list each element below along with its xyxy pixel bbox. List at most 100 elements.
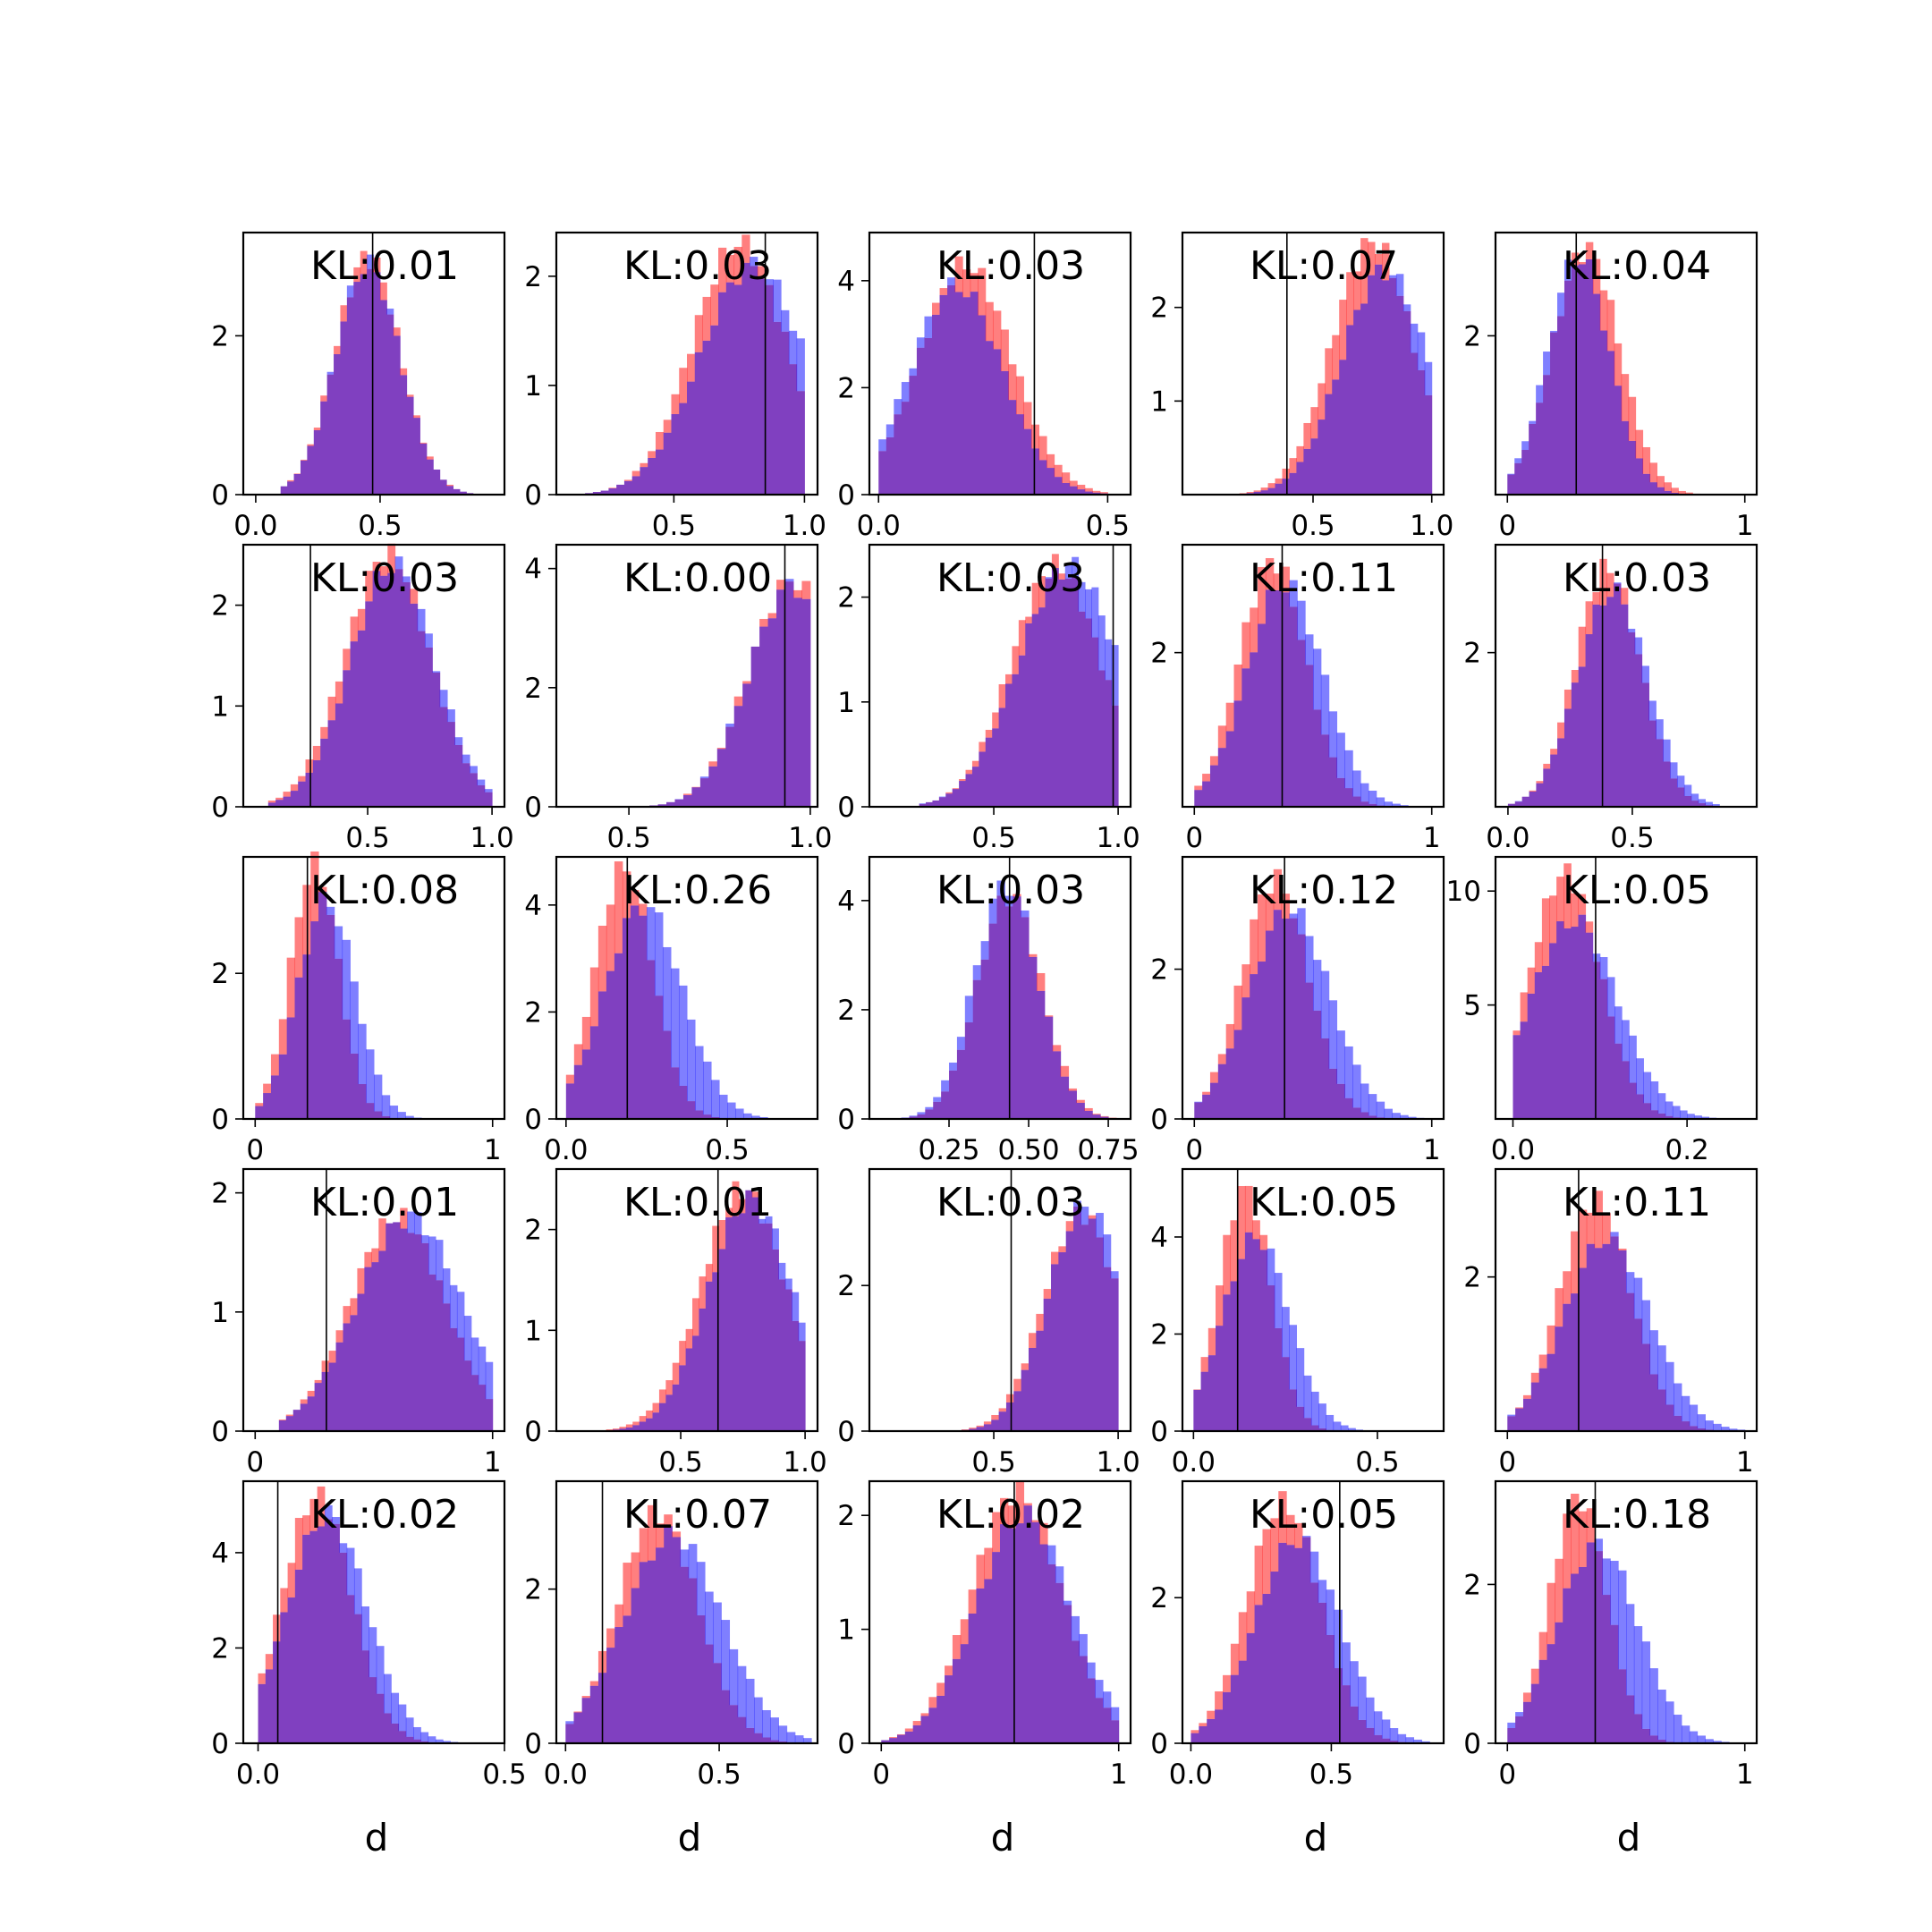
overlap-bar <box>459 491 467 495</box>
overlap-bar <box>1546 1353 1555 1431</box>
overlap-bar <box>998 1411 1007 1431</box>
blue-bar <box>334 926 343 959</box>
blue-bar <box>1633 1626 1643 1715</box>
blue-bar <box>565 1721 574 1724</box>
subplot-2-1: 0.5 1.0 0 1 2 KL:0.03 <box>211 543 514 854</box>
red-bar <box>962 269 971 298</box>
overlap-bar <box>360 274 368 495</box>
overlap-bar <box>1614 583 1622 807</box>
overlap-bar <box>1541 965 1550 1119</box>
blue-bar <box>1328 1000 1338 1069</box>
overlap-bar <box>446 486 454 495</box>
overlap-bar <box>924 337 933 495</box>
blue-bar <box>1507 473 1515 475</box>
overlap-bar <box>657 804 667 807</box>
blue-bar <box>1103 1234 1112 1267</box>
red-bar <box>1259 1234 1268 1250</box>
kl-divergence-label: KL:0.01 <box>310 1180 459 1225</box>
y-tick-label: 2 <box>524 1574 542 1606</box>
overlap-bar <box>630 905 640 1119</box>
blue-bar <box>784 1278 792 1290</box>
red-bar <box>632 1421 640 1426</box>
blue-bar <box>1400 1114 1409 1119</box>
red-bar <box>1254 1546 1263 1606</box>
blue-bar <box>1080 1207 1089 1225</box>
blue-bar <box>917 1112 926 1114</box>
overlap-bar <box>1336 777 1345 807</box>
overlap-bar <box>1296 1406 1305 1431</box>
blue-bar <box>1701 1116 1709 1119</box>
histogram-bars <box>267 543 493 807</box>
overlap-bar <box>565 1724 574 1743</box>
overlap-bar <box>353 1614 362 1743</box>
overlap-bar <box>1313 709 1322 807</box>
overlap-bar <box>287 481 295 495</box>
overlap-bar <box>1636 1094 1644 1119</box>
overlap-bar <box>894 414 902 495</box>
blue-bar <box>933 1097 942 1102</box>
overlap-bar <box>1543 375 1551 495</box>
overlap-bar <box>1031 614 1039 807</box>
blue-bar <box>369 1627 377 1678</box>
overlap-bar <box>933 1101 942 1119</box>
red-bar <box>364 1251 372 1267</box>
red-bar <box>589 967 599 1027</box>
y-tick-label: 4 <box>211 1538 229 1570</box>
red-bar <box>273 1614 281 1642</box>
red-bar <box>287 479 295 482</box>
red-bar <box>1578 894 1587 915</box>
red-bar <box>1230 1643 1240 1675</box>
axes-frame <box>555 855 819 1121</box>
overlap-bar <box>1657 1389 1666 1431</box>
overlap-bar <box>309 1530 318 1743</box>
x-tick-label: 0.5 <box>482 1758 526 1791</box>
red-bar <box>733 696 743 707</box>
overlap-bar <box>729 1705 739 1743</box>
overlap-bar <box>614 953 623 1119</box>
blue-bar <box>695 1046 704 1111</box>
overlap-bar <box>672 1384 680 1431</box>
blue-bar <box>878 439 887 452</box>
overlap-bar <box>938 797 946 807</box>
y-tick-label: 4 <box>837 266 855 298</box>
x-tick-label: 0.2 <box>1665 1134 1708 1166</box>
x-tick-label: 0.5 <box>658 1446 702 1479</box>
red-bar <box>387 543 396 573</box>
x-tick-label: 0.5 <box>705 1134 749 1166</box>
red-bar <box>312 745 321 760</box>
red-bar <box>1556 877 1564 922</box>
overlap-bar <box>320 738 329 807</box>
overlap-bar <box>1689 1426 1699 1431</box>
overlap-bar <box>407 1233 415 1431</box>
red-bar <box>655 431 665 450</box>
blue-bar <box>405 1115 414 1119</box>
overlap-bar <box>920 1716 929 1743</box>
overlap-bar <box>414 1234 422 1431</box>
overlap-bar <box>881 1740 890 1743</box>
blue-bar <box>687 1019 696 1102</box>
blue-bar <box>447 709 455 723</box>
overlap-bar <box>1360 1112 1369 1119</box>
overlap-bar <box>1111 705 1119 807</box>
red-bar <box>1325 348 1333 394</box>
overlap-bar <box>1521 450 1530 495</box>
y-tick-label: 4 <box>524 890 542 922</box>
overlap-bar <box>713 1663 722 1743</box>
overlap-bar <box>932 800 940 807</box>
red-bar <box>1092 490 1101 493</box>
red-bar <box>1571 893 1579 928</box>
blue-bar <box>1614 1006 1623 1044</box>
x-tick-label: 0.5 <box>652 510 696 542</box>
overlap-bar <box>1267 487 1276 495</box>
red-bar <box>1250 919 1258 975</box>
red-bar <box>608 487 617 489</box>
overlap-bar <box>1045 578 1053 807</box>
red-bar <box>1202 774 1211 782</box>
red-bar <box>1036 972 1046 991</box>
blue-bar <box>729 1648 739 1706</box>
red-bar <box>738 1199 746 1214</box>
overlap-bar <box>1044 1016 1054 1119</box>
blue-bar <box>1663 739 1671 762</box>
blue-bar <box>1690 793 1699 801</box>
